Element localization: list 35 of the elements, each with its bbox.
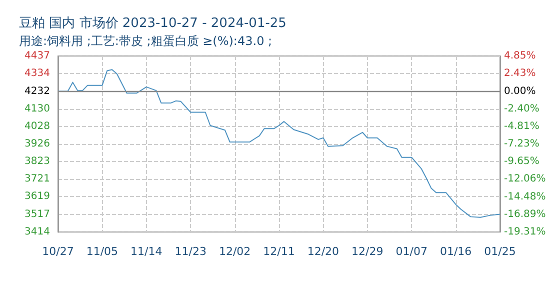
x-tick-label: 01/16 — [440, 245, 472, 258]
chart-title: 豆粕 国内 市场价 2023-10-27 - 2024-01-25 — [19, 16, 286, 31]
y-tick-label: 3619 — [24, 191, 50, 202]
y-tick-label: 4130 — [24, 103, 50, 114]
x-tick-label: 11/23 — [174, 245, 206, 258]
x-tick-label: 12/11 — [263, 245, 295, 258]
x-tick-label: 01/07 — [396, 245, 428, 258]
x-tick-label: 11/05 — [86, 245, 118, 258]
y2-tick-label: -7.23% — [504, 138, 540, 150]
x-tick-label: 12/02 — [218, 245, 251, 258]
y-tick-label: 3823 — [24, 156, 50, 168]
y2-tick-label: -12.06% — [504, 174, 546, 185]
y2-tick-label: -4.81% — [504, 120, 540, 132]
y2-tick-label: -9.65% — [504, 156, 540, 168]
x-tick-label: 11/14 — [130, 245, 162, 258]
y2-tick-label: -14.48% — [504, 191, 546, 202]
y-tick-label: 3517 — [24, 208, 50, 220]
y-tick-label: 4437 — [24, 50, 50, 62]
y2-tick-label: 0.00% — [504, 86, 536, 97]
y-tick-label: 3721 — [24, 174, 50, 185]
y-tick-label: 3926 — [24, 138, 50, 150]
chart-subtitle: 用途:饲料用 ;工艺:带皮 ;粗蛋白质 ≥(%):43.0 ; — [19, 34, 272, 48]
x-tick-label: 01/25 — [484, 245, 516, 258]
y-tick-label: 3414 — [24, 226, 50, 238]
y-tick-label: 4028 — [24, 120, 50, 132]
y2-tick-label: -19.31% — [504, 226, 546, 238]
y2-tick-label: -2.40% — [504, 103, 540, 114]
x-tick-label: 12/20 — [307, 245, 340, 258]
x-tick-label: 12/29 — [352, 245, 384, 258]
y2-tick-label: 4.85% — [504, 50, 536, 62]
x-tick-label: 10/27 — [42, 245, 74, 258]
y2-tick-label: 2.43% — [504, 68, 536, 80]
y-tick-label: 4334 — [24, 68, 50, 80]
y-tick-label: 4232 — [24, 86, 50, 97]
y2-tick-label: -16.89% — [504, 208, 546, 220]
